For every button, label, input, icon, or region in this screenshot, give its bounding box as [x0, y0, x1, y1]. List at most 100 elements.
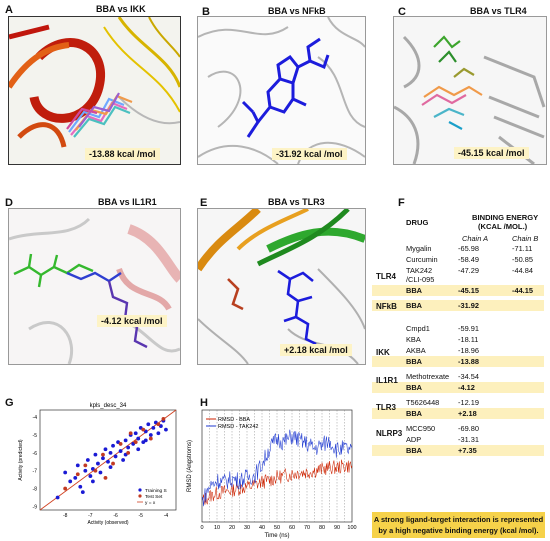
- data-point: [136, 447, 141, 452]
- table-row: BBA +7.35: [372, 445, 544, 456]
- table-row: Methotrexate -34.54: [372, 371, 544, 382]
- data-point: [148, 436, 153, 441]
- data-point: [156, 422, 161, 427]
- x-tick-label: 40: [259, 525, 265, 531]
- table-header-chain-b: Chain B: [512, 234, 539, 243]
- data-point: [83, 463, 88, 468]
- x-tick-label: -6: [113, 513, 118, 519]
- table-receptor-label: NFkB: [376, 302, 397, 311]
- table-cell-chain-b: -50.85: [512, 255, 533, 264]
- legend-marker: [138, 488, 142, 492]
- y-axis-label: RMSD (Angstroms): [187, 440, 193, 492]
- table-row: BBA -31.92: [372, 300, 544, 311]
- series-line: [201, 429, 353, 507]
- y-tick-label: -6: [33, 451, 38, 457]
- data-point: [103, 447, 108, 452]
- legend-label: Training S: [145, 488, 167, 494]
- series-line: [201, 459, 353, 505]
- table-cell-chain-a: -47.29: [458, 266, 479, 275]
- table-cell-drug: BBA: [406, 286, 423, 295]
- data-point: [118, 449, 123, 453]
- data-point: [88, 474, 93, 478]
- table-cell-drug: T5626448: [406, 398, 440, 407]
- table-cell-drug: KBA: [406, 335, 421, 344]
- table-row: AKBA -18.96: [372, 345, 544, 356]
- table-cell-chain-a: -58.49: [458, 255, 479, 264]
- table-cell-drug: Cmpd1: [406, 324, 430, 333]
- table-cell-drug: AKBA: [406, 346, 426, 355]
- table-cell-drug: /CLI-095: [406, 275, 435, 284]
- data-point: [108, 465, 113, 470]
- y-tick-label: -8: [33, 487, 38, 493]
- x-tick-label: 50: [274, 525, 280, 531]
- ikk-structure-render: [9, 17, 180, 148]
- data-point: [118, 442, 123, 446]
- table-cell-drug: Methotrexate: [406, 372, 450, 381]
- x-tick-label: 0: [200, 525, 203, 531]
- data-point: [136, 436, 141, 441]
- table-row: Mygalin -65.98 -71.11: [372, 243, 544, 254]
- table-cell-drug: MCC950: [406, 424, 436, 433]
- panel-letter-c: C: [398, 6, 406, 18]
- table-cell-drug: Curcumin: [406, 255, 438, 264]
- data-point: [126, 450, 131, 455]
- table-cell-chain-a: -13.88: [458, 357, 479, 366]
- data-point: [73, 475, 78, 480]
- table-cell-drug: BBA: [406, 383, 423, 392]
- y-tick-label: -4: [33, 415, 38, 421]
- table-row: Curcumin -58.49 -50.85: [372, 254, 544, 265]
- x-axis-label: Activity (observed): [87, 520, 128, 526]
- data-point: [68, 479, 73, 484]
- x-tick-label: 10: [214, 525, 220, 531]
- table-receptor-label: NLRP3: [376, 429, 403, 438]
- table-cell-chain-a: +2.18: [458, 409, 477, 418]
- tlr4-structure-render: [394, 35, 546, 164]
- table-row: BBA +2.18: [372, 408, 544, 419]
- data-point: [146, 422, 151, 427]
- table-header-drug: DRUG: [406, 218, 429, 227]
- table-cell-chain-a: -4.12: [458, 383, 475, 392]
- x-tick-label: 30: [244, 525, 250, 531]
- panel-c-energy: -45.15 kcal /mol: [454, 147, 529, 159]
- table-row: T5626448 -12.19: [372, 397, 544, 408]
- data-point: [106, 459, 110, 464]
- table-row: BBA -4.12: [372, 382, 544, 393]
- panel-b-structure: -31.92 kcal /mol: [197, 16, 366, 165]
- legend-marker: [138, 494, 142, 498]
- table-header-energy-line1: BINDING ENERGY: [472, 213, 539, 222]
- data-point: [101, 456, 105, 461]
- table-row: ADP -31.31: [372, 434, 544, 445]
- data-point: [133, 440, 138, 445]
- qsar-scatter-plot: kpls_desc_34 -8 -7 -6 -5 -4 -4 -5 -6 -7 -8 -9 Activi…: [18, 403, 177, 526]
- table-cell-chain-a: -45.15: [458, 286, 479, 295]
- panel-letter-d: D: [5, 197, 13, 209]
- panel-d-structure: -4.12 kcal /mol: [8, 208, 181, 365]
- data-point: [78, 484, 83, 489]
- table-cell-drug: ADP: [406, 435, 422, 444]
- data-point: [164, 427, 168, 432]
- table-cell-chain-b: -44.15: [512, 286, 533, 295]
- table-cell-drug: BBA: [406, 357, 423, 366]
- data-point: [128, 431, 133, 436]
- table-cell-chain-a: -34.54: [458, 372, 479, 381]
- table-cell-drug: TAK242: [406, 266, 433, 275]
- tlr3-structure-render: [198, 209, 365, 364]
- data-point: [111, 443, 115, 448]
- data-point: [101, 452, 105, 457]
- table-cell-drug: Mygalin: [406, 244, 432, 253]
- table-row: Cmpd1 -59.91: [372, 323, 544, 334]
- y-tick-label: -5: [33, 433, 38, 439]
- data-point: [93, 452, 98, 457]
- table-cell-chain-b: -44.84: [512, 266, 533, 275]
- table-cell-chain-a: -18.11: [458, 335, 479, 344]
- panel-letter-b: B: [202, 6, 210, 18]
- y-tick-label: -9: [33, 504, 38, 510]
- binding-energy-note: A strong ligand-target interaction is re…: [372, 512, 545, 538]
- table-receptor-label: IL1R1: [376, 376, 398, 385]
- data-point: [55, 495, 60, 500]
- table-cell-chain-a: -31.92: [458, 301, 479, 310]
- table-row: MCC950 -69.80: [372, 423, 544, 434]
- data-point: [90, 479, 95, 484]
- table-row: BBA -45.15 -44.15: [372, 285, 544, 296]
- data-point: [63, 470, 68, 475]
